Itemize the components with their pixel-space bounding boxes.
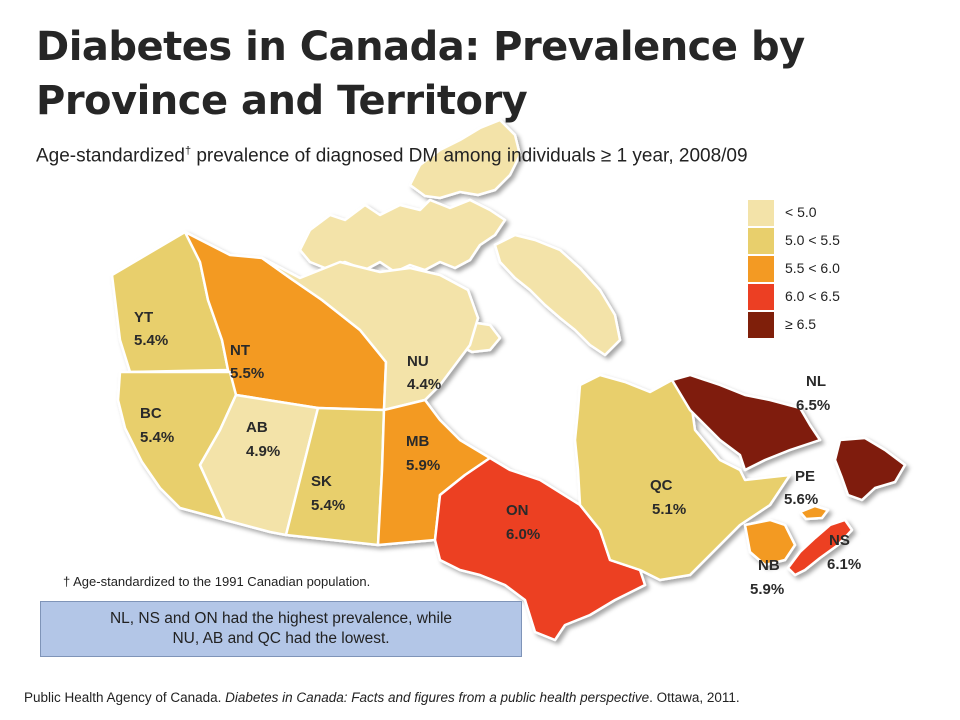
legend-item: 5.0 < 5.5 [748, 228, 938, 254]
subtitle-text-end: prevalence of diagnosed DM among individ… [191, 145, 748, 167]
legend-swatch [748, 312, 774, 338]
legend-label: ≥ 6.5 [785, 316, 817, 332]
legend-swatch [748, 256, 774, 282]
label-qc-value: 5.1% [652, 501, 686, 518]
label-sk-code: SK [311, 473, 332, 490]
label-ns-code: NS [829, 532, 850, 549]
region-nu-islands [298, 198, 507, 274]
region-nl-island [833, 436, 907, 502]
legend-label: 6.0 < 6.5 [785, 288, 840, 304]
label-bc-code: BC [140, 405, 162, 422]
region-bc [116, 370, 238, 522]
legend-swatch [748, 228, 774, 254]
footnote: † Age-standardized to the 1991 Canadian … [63, 574, 371, 589]
callout-line: NU, AB and QC had the lowest. [172, 630, 390, 647]
region-nu-baffin [493, 233, 622, 357]
label-bc-value: 5.4% [140, 429, 174, 446]
source-prefix: Public Health Agency of Canada. [24, 690, 226, 705]
label-ab-code: AB [246, 419, 268, 436]
label-sk-value: 5.4% [311, 497, 345, 514]
region-nu-islands-north [408, 118, 522, 200]
legend-swatch [748, 284, 774, 310]
legend-label: < 5.0 [785, 204, 817, 220]
region-nl [670, 373, 822, 472]
callout-line: NL, NS and ON had the highest prevalence… [109, 610, 453, 627]
subtitle-text-start: Age-standardized [36, 145, 185, 167]
region-pe [798, 504, 830, 521]
label-pe-code: PE [795, 468, 815, 485]
label-mb-value: 5.9% [406, 457, 440, 474]
legend-item: 5.5 < 6.0 [748, 256, 938, 282]
source-suffix: . Ottawa, 2011. [649, 690, 740, 705]
label-ab-value: 4.9% [246, 443, 280, 460]
label-nu-value: 4.4% [407, 376, 441, 393]
map-subtitle: Age-standardized† prevalence of diagnose… [36, 145, 748, 167]
page-title: Diabetes in Canada: Prevalence by Provin… [36, 24, 805, 124]
region-nu [260, 256, 480, 412]
legend-item: 6.0 < 6.5 [748, 284, 938, 310]
label-ns-value: 6.1% [827, 556, 861, 573]
label-mb-code: MB [406, 433, 429, 450]
label-yt-value: 5.4% [134, 332, 168, 349]
label-on-code: ON [506, 502, 529, 519]
legend-item: ≥ 6.5 [748, 312, 938, 338]
legend-swatch [748, 200, 774, 226]
label-nl-value: 6.5% [796, 397, 830, 414]
label-qc-code: QC [650, 477, 673, 494]
summary-callout: NL, NS and ON had the highest prevalence… [40, 601, 522, 657]
legend-label: 5.5 < 6.0 [785, 260, 840, 276]
legend-label: 5.0 < 5.5 [785, 232, 840, 248]
label-pe-value: 5.6% [784, 491, 818, 508]
region-nb [743, 518, 797, 567]
label-nb-code: NB [758, 557, 780, 574]
region-ns [786, 518, 854, 577]
label-nt-value: 5.5% [230, 365, 264, 382]
legend-item: < 5.0 [748, 200, 938, 226]
label-nt-code: NT [230, 342, 250, 359]
subtitle-dagger: † [184, 145, 192, 157]
label-nu-code: NU [407, 353, 429, 370]
source-title: Diabetes in Canada: Facts and figures fr… [225, 690, 650, 705]
label-nb-value: 5.9% [750, 581, 784, 598]
label-on-value: 6.0% [506, 526, 540, 543]
source-citation: Public Health Agency of Canada. Diabetes… [24, 690, 740, 705]
label-nl-code: NL [806, 373, 826, 390]
label-yt-code: YT [134, 309, 153, 326]
